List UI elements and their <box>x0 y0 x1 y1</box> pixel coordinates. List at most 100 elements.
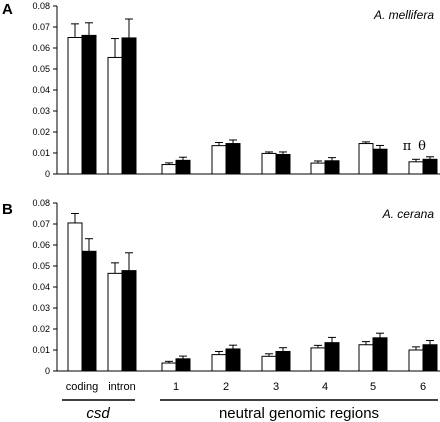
panel-a-species-label: A. mellifera <box>373 8 434 22</box>
panel-b-bar-pi <box>161 362 177 372</box>
x-tick-label: 2 <box>223 381 229 393</box>
panel-b-y-tick-label: 0.03 <box>32 303 50 313</box>
panel-a-y-tick-label: 0.03 <box>32 106 50 116</box>
panel-b-error-bar <box>376 332 384 338</box>
panel-b-error-bar <box>125 252 133 271</box>
panel-b-y-ticks: 0 0.01 0.02 0.03 0.04 0.05 0.06 0.07 0.08 <box>32 198 57 376</box>
panel-a-bar-pi <box>261 152 277 175</box>
panel-b-y-tick-label: 0 <box>45 366 50 376</box>
panel-a-y-tick-label: 0.05 <box>32 64 50 74</box>
panel-b-bar-theta <box>225 348 241 372</box>
panel-a-error-bar <box>279 151 287 155</box>
panel-b-bar-pi <box>107 272 123 372</box>
panel-a-bar-theta <box>324 160 340 175</box>
panel-b-y-tick-label: 0.01 <box>32 345 50 355</box>
panel-a-bar-theta <box>372 148 388 175</box>
panel-a-error-bar <box>111 38 119 58</box>
panel-b-bar-theta <box>275 350 291 372</box>
panel-b-y-tick-label: 0.06 <box>32 240 50 250</box>
panel-b-error-bar <box>412 346 420 350</box>
panel-b-y-tick-label: 0.05 <box>32 261 50 271</box>
panel-a-y-tick-label: 0.01 <box>32 148 50 158</box>
panel-a-y-tick-label: 0.04 <box>32 85 50 95</box>
panel-a-error-bar <box>165 162 173 165</box>
panel-a-bar-theta <box>121 37 137 175</box>
panel-b: B A. cerana 0 0.01 0.02 0.03 0.04 0.05 0.06 0.0… <box>2 198 440 376</box>
panel-b-bar-pi <box>358 344 374 372</box>
panel-a-error-bar <box>376 144 384 150</box>
panel-a-error-bar <box>85 22 93 36</box>
panel-a-y-tick-label: 0.06 <box>32 43 50 53</box>
panel-b-error-bar <box>85 238 93 252</box>
panel-b-error-bar <box>179 355 187 359</box>
panel-a-bar-theta <box>175 159 191 175</box>
panel-a-bar-theta <box>275 153 291 175</box>
category-labels: coding intron 1 2 3 4 5 6 <box>66 381 426 393</box>
x-tick-label: 5 <box>370 381 376 393</box>
panel-b-bar-theta <box>121 270 137 372</box>
panel-a-error-bar <box>71 23 79 38</box>
panel-b-error-bar <box>328 336 336 343</box>
panel-a-error-bar <box>229 139 237 144</box>
panel-a-error-bar <box>362 141 370 144</box>
panel-a-bar-theta <box>81 34 97 175</box>
panel-b-bar-pi <box>67 222 83 372</box>
csd-group-label: csd <box>86 405 110 422</box>
panel-b-bar-pi <box>261 355 277 372</box>
x-tick-label: 4 <box>322 381 328 393</box>
panel-b-error-bar <box>362 341 370 345</box>
panel-a-bar-theta <box>225 143 241 175</box>
panel-a-error-bar <box>125 18 133 38</box>
panel-a-error-bar <box>328 157 336 161</box>
panel-b-error-bar <box>426 340 434 345</box>
panel-a-bar-pi <box>310 162 326 175</box>
x-tick-label: 1 <box>173 381 179 393</box>
panel-a-error-bar <box>412 158 420 162</box>
panel-b-error-bar <box>71 213 79 223</box>
panel-a-y-tick-label: 0.08 <box>32 1 50 11</box>
panel-b-species-label: A. cerana <box>382 207 435 221</box>
panel-a-y-tick-label: 0 <box>45 169 50 179</box>
panel-a-y-ticks: 0 0.01 0.02 0.03 0.04 0.05 0.06 0.07 0.08 <box>32 1 57 179</box>
x-tick-label: coding <box>66 381 98 393</box>
panel-a-error-bar <box>215 142 223 146</box>
x-tick-label: 3 <box>273 381 279 393</box>
panel-b-error-bar <box>314 344 322 348</box>
panel-a-y-tick-label: 0.02 <box>32 127 50 137</box>
panel-a-bar-theta <box>422 158 438 175</box>
panel-a-bar-pi <box>161 164 177 175</box>
panel-a: A A. mellifera 0 0.01 0.02 0.03 0.04 0.05 0.06… <box>2 1 440 179</box>
panel-b-error-bar <box>165 360 173 364</box>
panel-a-error-bar <box>265 151 273 154</box>
panel-b-bar-theta <box>422 344 438 372</box>
panel-b-bar-theta <box>372 337 388 372</box>
panel-a-bars <box>67 18 438 175</box>
panel-b-bar-theta <box>175 358 191 372</box>
panel-a-bar-pi <box>67 37 83 175</box>
x-tick-label: 6 <box>420 381 426 393</box>
panel-b-error-bar <box>111 262 119 274</box>
panel-b-bar-pi <box>211 354 227 372</box>
panel-b-letter: B <box>2 201 13 218</box>
panel-b-bars <box>67 213 438 372</box>
panel-a-error-bar <box>179 156 187 161</box>
panel-a-bar-pi <box>107 56 123 175</box>
panel-a-error-bar <box>314 160 322 164</box>
legend-theta-label: θ <box>418 139 426 154</box>
legend-pi-label: π <box>403 139 412 154</box>
panel-a-error-bar <box>426 156 434 160</box>
panel-a-y-tick-label: 0.07 <box>32 22 50 32</box>
panel-b-bar-theta <box>324 342 340 372</box>
panel-a-bar-pi <box>358 143 374 175</box>
panel-b-error-bar <box>265 353 273 357</box>
panel-b-bar-pi <box>408 349 424 372</box>
panel-b-y-tick-label: 0.07 <box>32 219 50 229</box>
x-tick-label: intron <box>108 381 136 393</box>
panel-b-bar-pi <box>310 347 326 372</box>
panel-b-error-bar <box>279 347 287 352</box>
panel-b-y-tick-label: 0.02 <box>32 324 50 334</box>
panel-a-bar-pi <box>211 145 227 175</box>
panel-b-y-tick-label: 0.08 <box>32 198 50 208</box>
panel-b-bar-theta <box>81 250 97 372</box>
